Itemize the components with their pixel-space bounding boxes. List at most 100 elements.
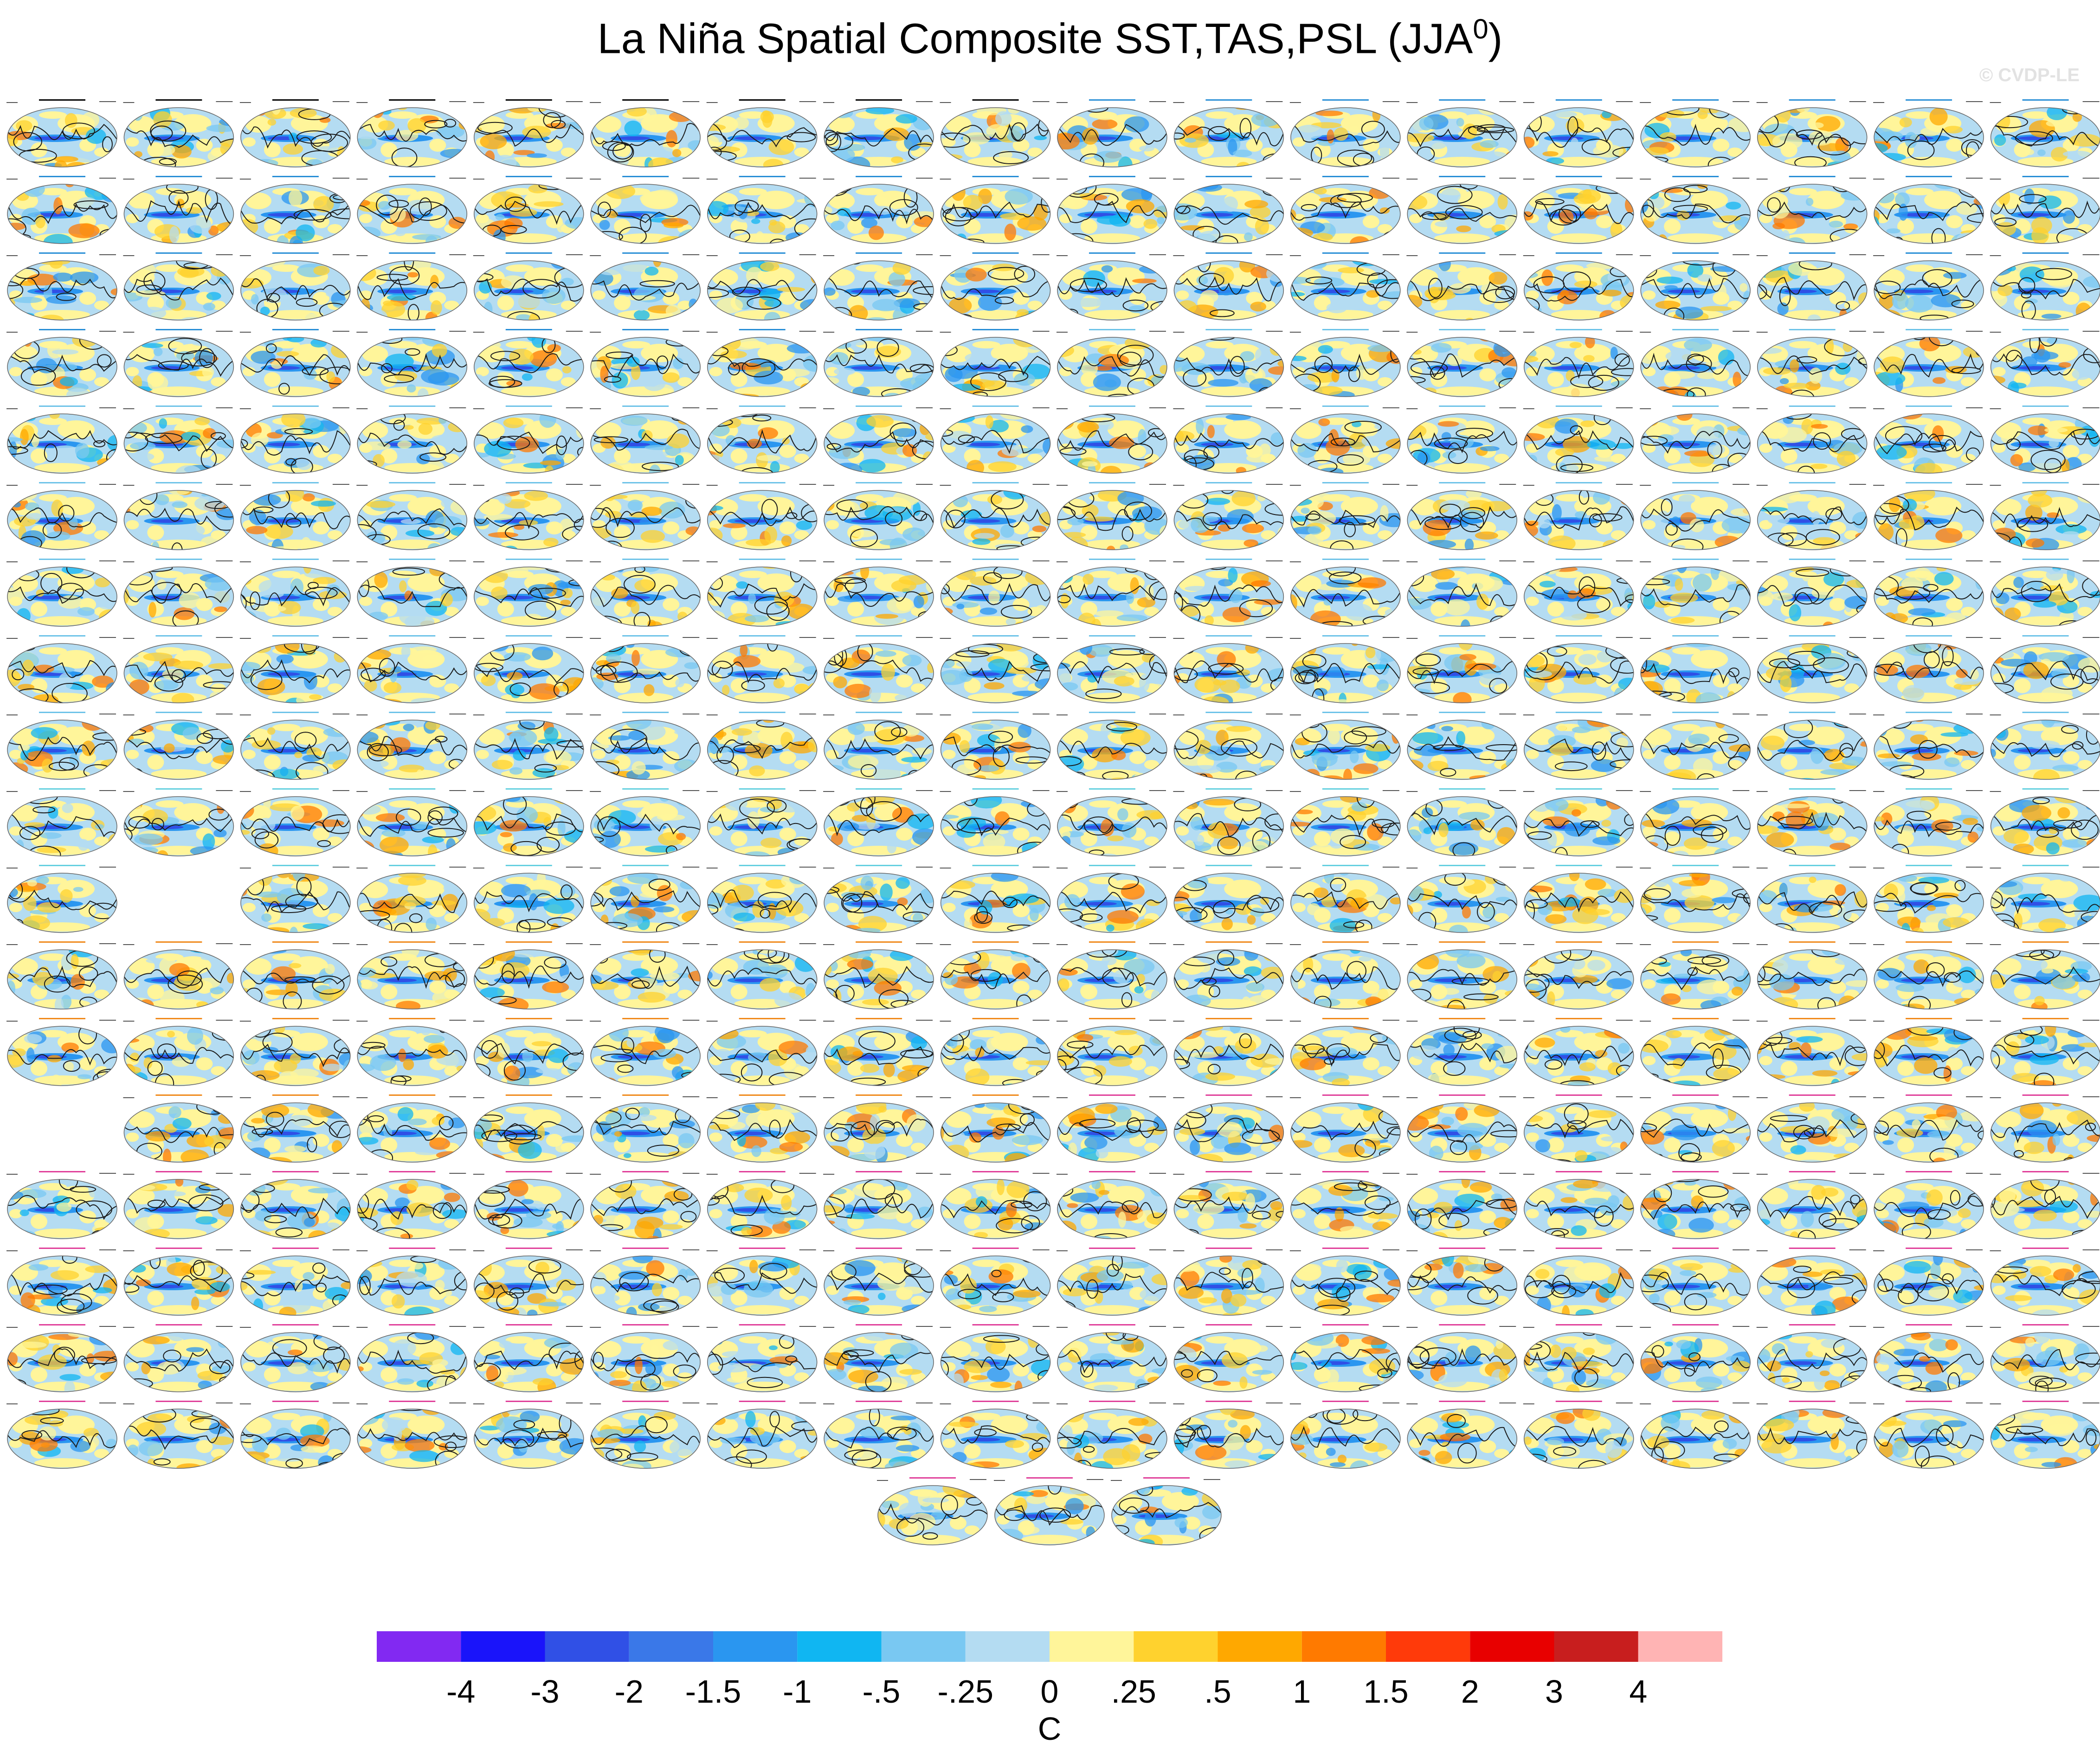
panel-header-mark [272, 1094, 319, 1096]
panel-13-12 [1406, 1094, 1526, 1172]
panel-1-7 [823, 176, 940, 252]
panel-9-12 [1406, 788, 1518, 864]
panel-9-15 [1756, 788, 1874, 862]
panel-4-7 [823, 405, 941, 476]
panel-1-3 [356, 176, 468, 248]
panel-8-10 [1173, 712, 1286, 790]
panel-12-16 [1873, 1018, 1995, 1087]
panel-11-9 [1056, 941, 1181, 1017]
panel-header-mark [39, 865, 85, 866]
panel-header-mark [972, 1324, 1019, 1325]
panel-17-0 [6, 1401, 135, 1473]
panel-header-mark [1789, 1094, 1836, 1096]
colorbar-tick-8: .25 [1111, 1673, 1156, 1710]
panel-15-3 [356, 1248, 479, 1324]
panel-2-0 [6, 252, 124, 327]
panel-header-mark [1789, 329, 1836, 330]
panel-9-13 [1523, 788, 1635, 863]
panel-17-5 [590, 1401, 701, 1473]
panel-17-2 [239, 1401, 361, 1470]
panel-header-mark [39, 712, 85, 713]
panel-4-8 [940, 405, 1062, 476]
panel-7-0 [6, 635, 124, 707]
panel-13-7 [823, 1094, 934, 1170]
panel-header-mark [972, 1018, 1019, 1019]
panel-4-15 [1756, 405, 1874, 481]
panel-12-5 [590, 1018, 709, 1090]
panel-header-mark [1089, 99, 1135, 101]
panel-14-4 [473, 1171, 590, 1242]
panel-9-1 [123, 788, 234, 864]
panel-14-14 [1640, 1171, 1764, 1241]
panel-8-3 [356, 712, 468, 787]
panel-header-mark [622, 252, 669, 254]
panel-1-13 [1523, 176, 1636, 245]
panel-13-3 [356, 1094, 468, 1166]
panel-header-mark [856, 788, 902, 790]
panel-15-1 [123, 1248, 235, 1317]
panel-4-10 [1173, 405, 1284, 475]
panel-4-5 [590, 405, 701, 482]
panel-12-2 [239, 1018, 362, 1087]
panel-7-8 [940, 635, 1068, 705]
panel-13-1 [123, 1094, 244, 1165]
panel-header-mark [1205, 712, 1252, 713]
panel-header-mark [1205, 1401, 1252, 1402]
panel-17-14 [1640, 1401, 1755, 1474]
panel-header-mark [505, 252, 552, 254]
panel-header-mark [39, 1248, 85, 1249]
panel-header-mark [972, 252, 1019, 254]
panel-5-1 [123, 482, 245, 558]
panel-11-16 [1873, 941, 1988, 1015]
panel-17-16 [1873, 1401, 1984, 1476]
panel-header-mark [622, 1401, 669, 1402]
panel-8-4 [473, 712, 588, 783]
panel-4-17 [1990, 405, 2100, 475]
panel-header-mark [155, 559, 202, 560]
panel-header-mark [2022, 1018, 2069, 1019]
panel-13-10 [1173, 1094, 1297, 1167]
panel-10-13 [1523, 865, 1640, 938]
panel-header-mark [272, 176, 319, 177]
panel-header-mark [1789, 1018, 1836, 1019]
panel-8-2 [239, 712, 360, 785]
panel-10-7 [823, 865, 937, 938]
panel-header-mark [1439, 712, 1486, 713]
panel-header-mark [505, 712, 552, 713]
panel-header-mark [1789, 176, 1836, 177]
panel-header-mark [972, 329, 1019, 330]
colorbar-tick-10: 1 [1293, 1673, 1311, 1710]
colorbar-swatch-3 [629, 1631, 714, 1662]
panel-header-mark [1555, 1171, 1602, 1172]
panel-header-mark [856, 1094, 902, 1096]
panel-header-mark [1672, 1094, 1719, 1096]
panel-14-10 [1173, 1171, 1296, 1241]
panel-header-mark [272, 712, 319, 713]
panel-0-15 [1756, 99, 1868, 169]
panel-8-17 [1990, 712, 2100, 786]
panel-header-mark [1555, 176, 1602, 177]
panel-header-mark [2022, 1401, 2069, 1402]
panel-header-mark [1906, 1018, 1952, 1019]
panel-header-mark [1205, 1248, 1252, 1249]
panel-header-mark [972, 405, 1019, 407]
panel-header-mark [1205, 405, 1252, 407]
panel-10-9 [1056, 865, 1173, 939]
panel-14-7 [823, 1171, 948, 1247]
panel-12-12 [1406, 1018, 1528, 1091]
panel-header-mark [856, 559, 902, 560]
panel-header-mark [389, 788, 436, 790]
panel-3-4 [473, 329, 585, 399]
panel-8-15 [1756, 712, 1878, 783]
panel-1-14 [1640, 176, 1751, 250]
panel-header-mark [1205, 865, 1252, 866]
colorbar-swatch-9 [1134, 1631, 1218, 1662]
panel-header-mark [1322, 1401, 1369, 1402]
colorbar-tick-4: -1 [783, 1673, 812, 1710]
panel-header-mark [1906, 1324, 1952, 1325]
panel-header-mark [389, 1171, 436, 1172]
panel-1-15 [1756, 176, 1868, 252]
panel-15-6 [706, 1248, 823, 1317]
panel-header-mark [1789, 941, 1836, 943]
panel-header-mark [972, 482, 1019, 483]
